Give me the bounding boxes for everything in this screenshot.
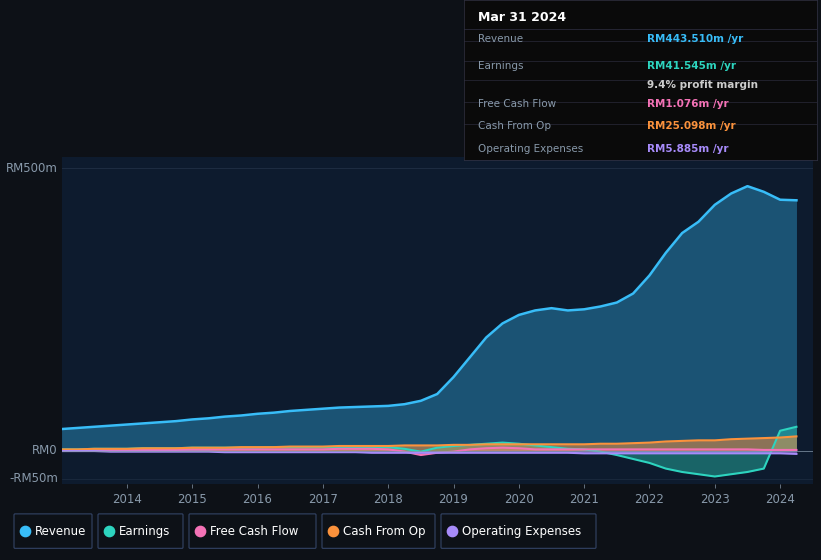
Point <box>327 526 340 535</box>
Text: RM5.885m /yr: RM5.885m /yr <box>648 144 729 153</box>
Text: RM500m: RM500m <box>6 162 57 175</box>
Text: Mar 31 2024: Mar 31 2024 <box>478 11 566 24</box>
Text: RM1.076m /yr: RM1.076m /yr <box>648 99 729 109</box>
Point <box>194 526 207 535</box>
Text: Cash From Op: Cash From Op <box>478 122 551 131</box>
Text: Operating Expenses: Operating Expenses <box>478 144 583 153</box>
Text: Free Cash Flow: Free Cash Flow <box>478 99 556 109</box>
Text: Cash From Op: Cash From Op <box>343 525 425 538</box>
Text: Operating Expenses: Operating Expenses <box>462 525 581 538</box>
Text: Revenue: Revenue <box>35 525 86 538</box>
Text: Earnings: Earnings <box>478 60 524 71</box>
Text: 9.4% profit margin: 9.4% profit margin <box>648 80 759 90</box>
Point <box>103 526 116 535</box>
Text: Earnings: Earnings <box>119 525 171 538</box>
Text: RM25.098m /yr: RM25.098m /yr <box>648 122 736 131</box>
Text: -RM50m: -RM50m <box>9 472 57 486</box>
Point <box>446 526 459 535</box>
Point <box>18 526 31 535</box>
Text: RM41.545m /yr: RM41.545m /yr <box>648 60 736 71</box>
Text: Free Cash Flow: Free Cash Flow <box>210 525 298 538</box>
Text: RM0: RM0 <box>32 444 57 457</box>
Text: Revenue: Revenue <box>478 34 523 44</box>
Text: RM443.510m /yr: RM443.510m /yr <box>648 34 744 44</box>
